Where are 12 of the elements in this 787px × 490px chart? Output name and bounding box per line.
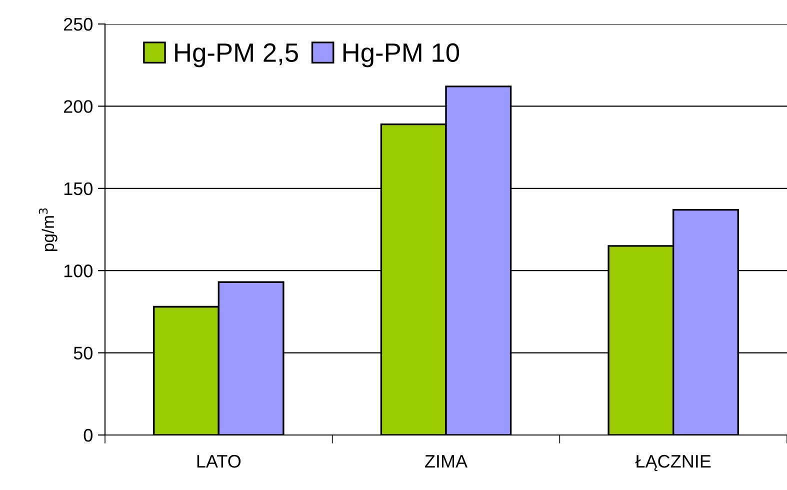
y-axis-title: pg/m$^{3}$	[38, 208, 58, 252]
legend-label: Hg-PM 2,5	[175, 43, 298, 68]
x-tick-label: ZIMA	[425, 455, 468, 468]
y-tick-label: 50	[74, 346, 92, 360]
y-tick-label: 150	[64, 182, 92, 196]
y-tick-label: 200	[64, 100, 92, 113]
y-tick-label: 250	[64, 18, 92, 31]
legend-label: Hg-PM 10	[343, 43, 460, 68]
x-tick-label: ŁĄCZNIE	[635, 454, 711, 472]
y-tick-label: 0	[84, 428, 92, 442]
x-tick-label: LATO	[197, 454, 241, 468]
y-tick-label: 100	[64, 264, 92, 278]
